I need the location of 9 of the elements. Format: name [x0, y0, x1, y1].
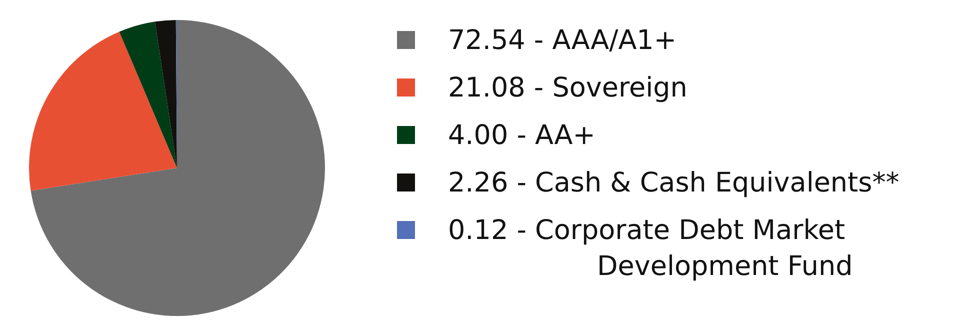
- pie-slice: [30, 20, 325, 316]
- pie-slice: [29, 32, 177, 191]
- legend-label: 21.08 - Sovereign: [448, 72, 688, 103]
- legend-label: 72.54 - AAA/A1+: [448, 24, 676, 56]
- legend-label: 4.00 - AA+: [448, 120, 596, 150]
- pie-slice: [119, 22, 177, 168]
- pie-slice: [154, 20, 177, 168]
- legend-label: 2.26 - Cash & Cash Equivalents**: [448, 167, 900, 198]
- legend-label: 0.12 - Corporate Debt Market Development Fund: [448, 214, 853, 282]
